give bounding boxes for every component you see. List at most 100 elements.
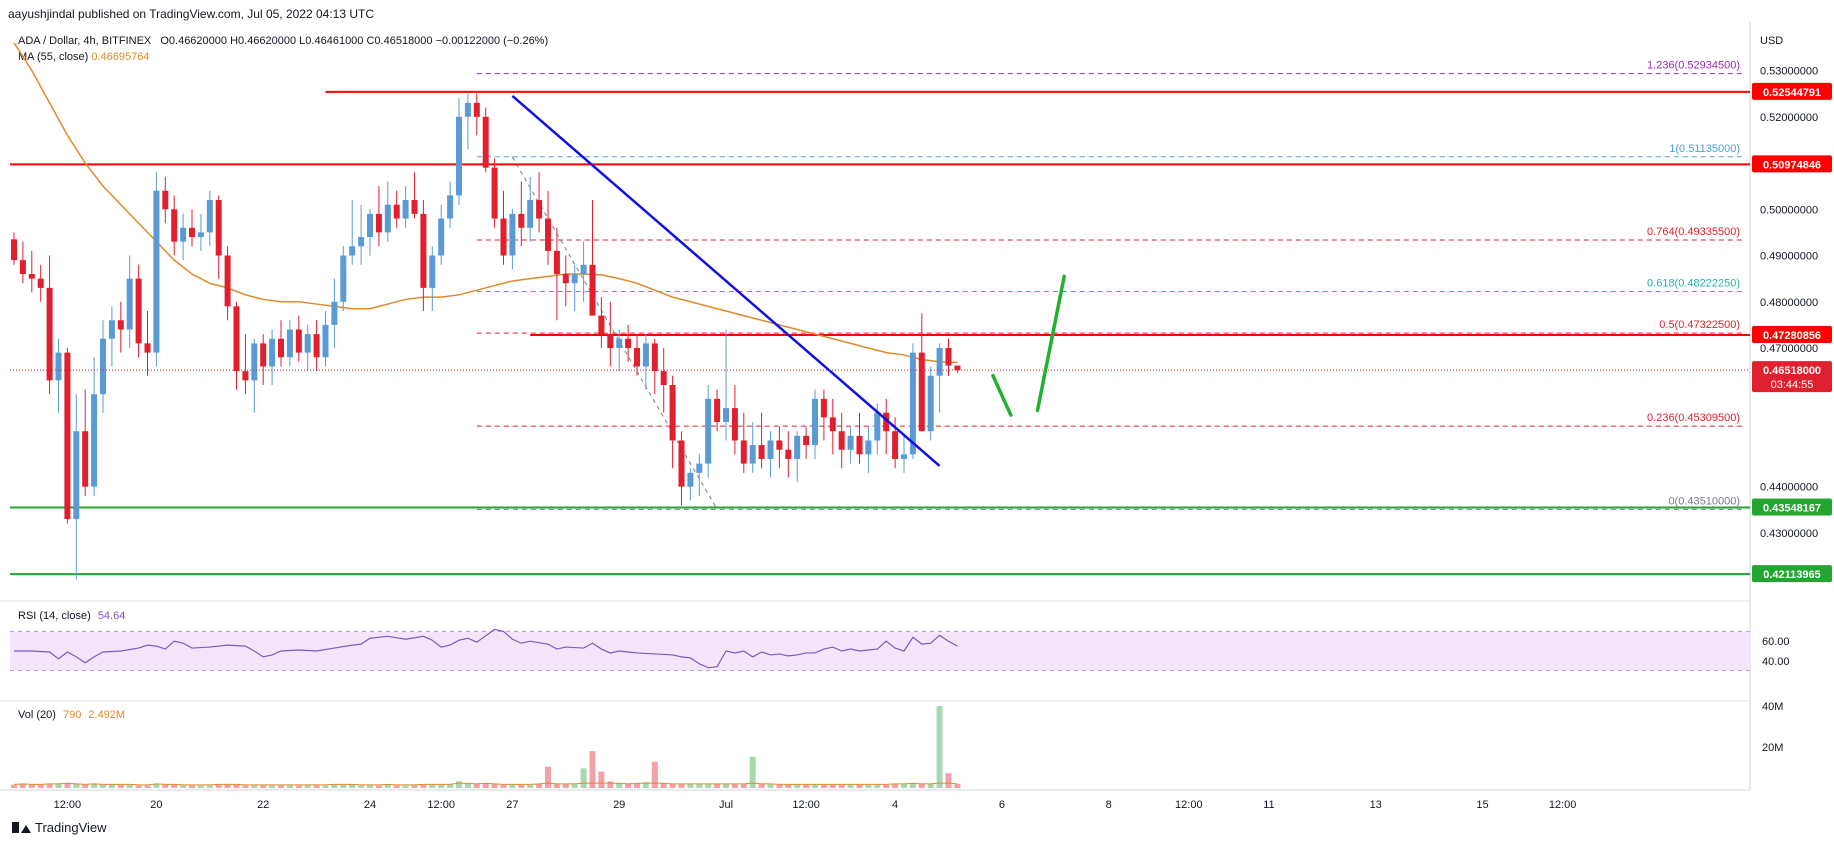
candle-body xyxy=(616,338,623,348)
volume-bar xyxy=(545,766,551,788)
y-tick-label: 0.50000000 xyxy=(1760,204,1818,216)
volume-bar xyxy=(945,773,952,788)
volume-legend[interactable]: Vol (20) 790 2.492M xyxy=(18,709,125,721)
candle-body xyxy=(536,200,543,219)
candle-body xyxy=(687,472,694,487)
candle-body xyxy=(322,324,329,358)
volume-bar xyxy=(224,784,231,788)
volume-bar xyxy=(927,783,934,788)
ma-legend[interactable]: MA (55, close) 0.46695764 xyxy=(18,51,150,63)
x-tick-label: 6 xyxy=(999,799,1005,811)
x-tick-label: 8 xyxy=(1106,799,1112,811)
candle-body xyxy=(126,278,133,330)
volume-bar xyxy=(740,783,747,788)
candle-body xyxy=(794,435,801,459)
ma-label: MA (55, close) xyxy=(18,51,89,63)
candle-body xyxy=(313,334,320,358)
candle-body xyxy=(856,435,863,455)
volume-bar xyxy=(438,784,445,788)
volume-bar xyxy=(402,785,409,788)
volume-bar xyxy=(304,785,311,788)
candle-body xyxy=(634,347,640,367)
fib-level-label: 0.618(0.48222250) xyxy=(1647,277,1740,289)
candle-body xyxy=(447,195,454,219)
volume-bar xyxy=(358,785,365,788)
volume-bar xyxy=(892,783,899,788)
candle-body xyxy=(438,218,445,256)
candle-body xyxy=(571,274,578,284)
volume-bar xyxy=(642,782,649,788)
volume-bar xyxy=(562,783,569,788)
candle-body xyxy=(660,371,667,385)
volume-bar xyxy=(340,784,347,788)
volume-bar xyxy=(936,706,943,788)
volume-bar xyxy=(126,784,133,788)
candle-body xyxy=(527,200,534,228)
pair-label[interactable]: ADA / Dollar, 4h, BITFINEX xyxy=(18,35,152,47)
volume-bar xyxy=(242,785,249,788)
volume-bar xyxy=(233,784,240,788)
fib-level-label: 1.236(0.52934500) xyxy=(1647,60,1740,72)
volume-bar xyxy=(678,783,685,788)
volume-bar xyxy=(669,783,676,788)
volume-bar xyxy=(918,783,925,788)
fib-level-label: 1(0.51135000) xyxy=(1669,143,1740,155)
candle-body xyxy=(91,394,98,487)
volume-bar xyxy=(785,784,792,788)
level-price-tag xyxy=(1752,498,1832,516)
x-tick-label: 12:00 xyxy=(54,799,82,811)
candle-body xyxy=(171,209,178,242)
level-price-tag xyxy=(1752,82,1832,100)
candle-body xyxy=(73,431,80,520)
ma55-line xyxy=(13,42,958,364)
candle-body xyxy=(767,440,774,459)
rsi-tick-label: 60.00 xyxy=(1762,636,1790,648)
tradingview-brand: TradingView xyxy=(12,820,107,835)
candle-body xyxy=(723,408,729,422)
candle-body xyxy=(678,440,685,487)
candle-body xyxy=(500,218,507,256)
candle-body xyxy=(838,431,845,450)
level-price-tag-label: 0.43548167 xyxy=(1763,503,1821,515)
volume-bar xyxy=(571,783,578,788)
candle-body xyxy=(340,255,347,302)
volume-bar xyxy=(447,784,454,788)
candle-body xyxy=(393,204,400,219)
volume-bar xyxy=(384,784,391,788)
volume-bar xyxy=(144,785,151,788)
candle-body xyxy=(331,301,338,325)
volume-bar xyxy=(794,784,801,788)
publisher-header: aayushjindal published on TradingView.co… xyxy=(8,7,375,21)
candle-body xyxy=(402,200,409,219)
candle-body xyxy=(215,200,222,256)
volume-bar xyxy=(625,783,632,788)
candle-body xyxy=(651,343,658,372)
volume-bar xyxy=(313,785,320,788)
candle-body xyxy=(749,445,756,464)
volume-bar xyxy=(349,784,356,788)
volume-bar xyxy=(269,785,276,788)
candle-body xyxy=(153,190,160,353)
candle-body xyxy=(117,320,124,330)
candle-body xyxy=(367,213,373,238)
tradingview-logo-icon xyxy=(12,822,31,833)
vol-label: Vol (20) xyxy=(18,709,56,721)
candle-body xyxy=(11,239,17,261)
candle-body xyxy=(945,347,952,366)
volume-bar xyxy=(11,784,17,788)
volume-bar xyxy=(580,768,587,788)
volume-bar xyxy=(509,784,516,788)
volume-bar xyxy=(375,785,382,788)
volume-bar xyxy=(82,784,89,788)
candle-body xyxy=(731,408,738,441)
volume-bar xyxy=(260,785,267,788)
level-price-tag xyxy=(1752,565,1832,583)
volume-bar xyxy=(847,784,854,788)
candle-body xyxy=(545,218,551,251)
volume-bar xyxy=(607,781,614,788)
volume-bar xyxy=(731,783,738,788)
rsi-legend[interactable]: RSI (14, close) 54.64 xyxy=(18,610,125,622)
volume-bar xyxy=(153,783,160,788)
volume-bar xyxy=(865,784,872,788)
